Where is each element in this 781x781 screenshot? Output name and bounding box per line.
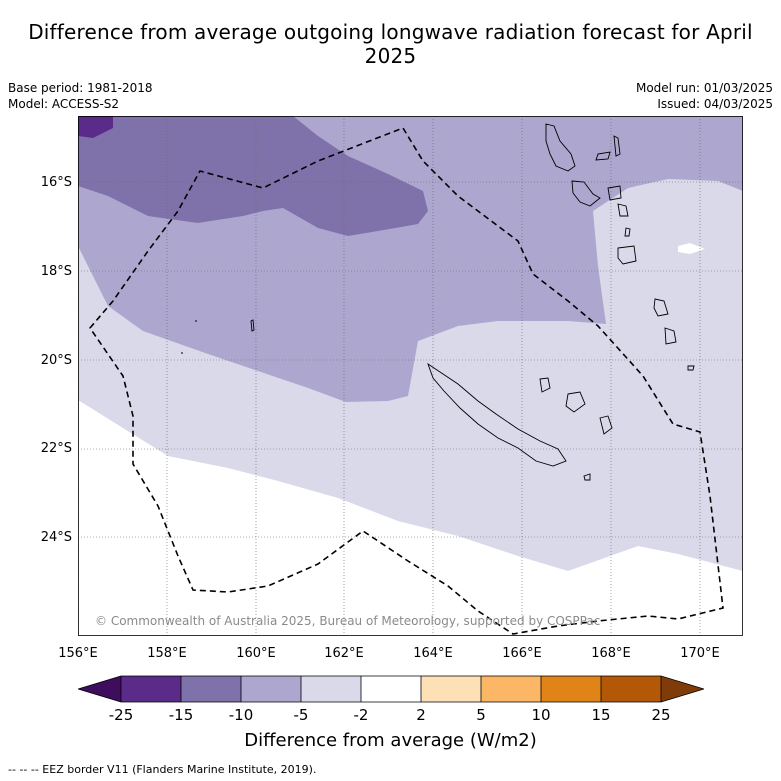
lon-label-162e: 162°E — [324, 646, 364, 661]
lat-label-16s: 16°S — [40, 175, 72, 190]
eez-border — [88, 127, 724, 635]
map-svg — [78, 116, 743, 636]
base-period: Base period: 1981-2018 — [8, 81, 153, 95]
colorbar-title: Difference from average (W/m2) — [244, 730, 537, 751]
colorbar-bin-4 — [301, 676, 361, 702]
issued-date: Issued: 04/03/2025 — [657, 97, 773, 111]
lon-label-164e: 164°E — [413, 646, 453, 661]
chart-title: Difference from average outgoing longwav… — [28, 20, 753, 68]
colorbar-tick-label: -10 — [228, 706, 254, 724]
colorbar-bin-8 — [541, 676, 601, 702]
field-band-minus10 — [78, 116, 428, 236]
lat-label-20s: 20°S — [40, 353, 72, 368]
lon-label-158e: 158°E — [147, 646, 187, 661]
lat-label-22s: 22°S — [40, 441, 72, 456]
colorbar-tick-label: -25 — [108, 706, 134, 724]
colorbar-tick-label: 5 — [476, 706, 486, 724]
lat-label-18s: 18°S — [40, 264, 72, 279]
colorbar-extend-high — [661, 676, 704, 702]
colorbar-tick-label: -15 — [168, 706, 194, 724]
colorbar-tick-label: 25 — [651, 706, 671, 724]
lon-label-168e: 168°E — [591, 646, 631, 661]
map-area — [78, 116, 743, 636]
colorbar-tick-label: 2 — [416, 706, 426, 724]
lon-label-156e: 156°E — [58, 646, 98, 661]
colorbar-bin-5 — [361, 676, 421, 702]
field-neutral-patch — [678, 243, 705, 254]
new-caledonia-island — [427, 362, 567, 467]
lon-label-166e: 166°E — [502, 646, 542, 661]
vanuatu-islands — [545, 123, 695, 371]
colorbar-extend-low — [78, 676, 121, 702]
model-run: Model run: 01/03/2025 — [635, 81, 773, 95]
colorbar-bin-3 — [241, 676, 301, 702]
model-name: Model: ACCESS-S2 — [8, 97, 120, 111]
meta-right: Model run: 01/03/2025 Issued: 04/03/2025 — [636, 80, 773, 112]
colorbar-bin-2 — [181, 676, 241, 702]
lat-label-24s: 24°S — [40, 530, 72, 545]
lon-label-160e: 160°E — [236, 646, 276, 661]
colorbar-tick-label: -5 — [293, 706, 309, 724]
colorbar-bin-9 — [601, 676, 661, 702]
lon-label-170e: 170°E — [680, 646, 720, 661]
colorbar-tick-label: 15 — [591, 706, 611, 724]
meta-left: Base period: 1981-2018 Model: ACCESS-S2 — [8, 80, 153, 112]
colorbar-tick-label: 10 — [531, 706, 551, 724]
colorbar-bin-7 — [481, 676, 541, 702]
colorbar-tick-label: -2 — [353, 706, 369, 724]
colorbar-bin-6 — [421, 676, 481, 702]
field-band-minus15 — [78, 116, 113, 138]
chesterfield-islands — [181, 319, 255, 354]
loyalty-islands — [539, 377, 613, 481]
copyright-notice: © Commonwealth of Australia 2025, Bureau… — [95, 614, 601, 628]
colorbar-bin-1 — [121, 676, 181, 702]
colorbar — [78, 675, 704, 703]
eez-legend-note: -- -- -- EEZ border V11 (Flanders Marine… — [8, 763, 317, 776]
